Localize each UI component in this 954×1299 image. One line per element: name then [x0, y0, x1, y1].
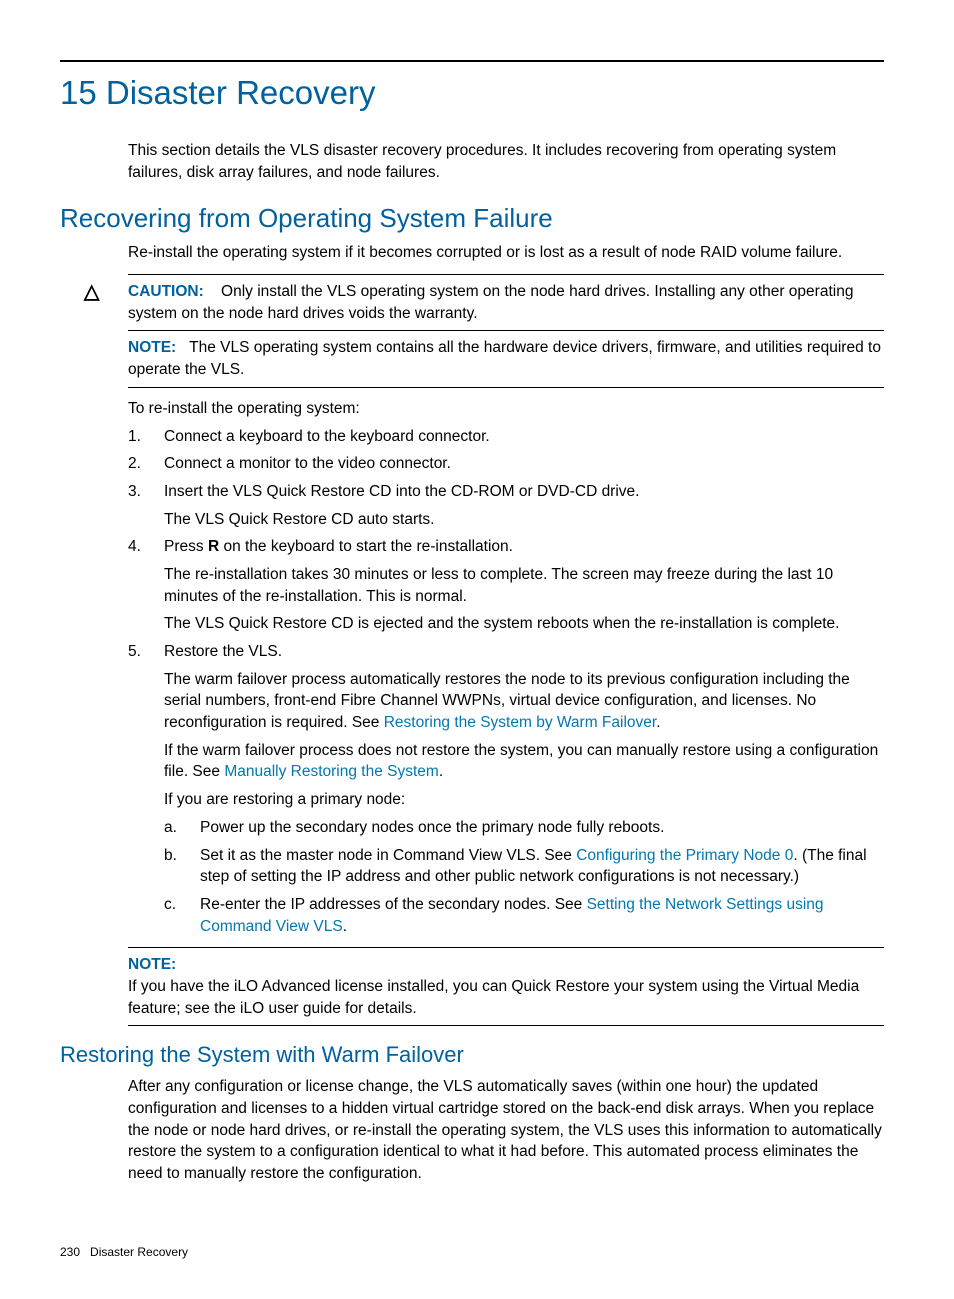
step-5-p1: The warm failover process automatically …	[164, 669, 884, 734]
step-4-p1: The re-installation takes 30 minutes or …	[164, 564, 884, 607]
section2-p1: After any configuration or license chang…	[128, 1076, 884, 1184]
page-footer: 230 Disaster Recovery	[60, 1245, 884, 1259]
note-callout-1: NOTE: The VLS operating system contains …	[128, 331, 884, 387]
substep-b: Set it as the master node in Command Vie…	[164, 845, 884, 888]
note2-text: NOTE: If you have the iLO Advanced licen…	[128, 954, 884, 1019]
note-callout-2: NOTE: If you have the iLO Advanced licen…	[128, 947, 884, 1026]
step-3-sub: The VLS Quick Restore CD auto starts.	[164, 509, 884, 531]
substep-a: Power up the secondary nodes once the pr…	[164, 817, 884, 839]
step-5-p3: If you are restoring a primary node:	[164, 789, 884, 811]
page-number: 230	[60, 1245, 80, 1259]
substep-c-pre: Re-enter the IP addresses of the seconda…	[200, 896, 587, 913]
link-primary-node[interactable]: Configuring the Primary Node 0	[576, 847, 793, 864]
caution-text: CAUTION: Only install the VLS operating …	[128, 281, 884, 324]
caution-body: Only install the VLS operating system on…	[128, 283, 853, 322]
note2-label: NOTE:	[128, 956, 176, 973]
step-4-pre: Press	[164, 538, 208, 555]
step-4-post: on the keyboard to start the re-installa…	[219, 538, 513, 555]
chapter-title: 15 Disaster Recovery	[60, 74, 884, 112]
step-3: Insert the VLS Quick Restore CD into the…	[128, 481, 884, 530]
link-warm-failover[interactable]: Restoring the System by Warm Failover	[384, 714, 656, 731]
step-4-key: R	[208, 538, 219, 555]
step-5-text: Restore the VLS.	[164, 643, 282, 660]
step-5-p2: If the warm failover process does not re…	[164, 740, 884, 783]
caution-icon: △	[84, 279, 99, 304]
step-5-p2-post: .	[439, 763, 443, 780]
substep-c: Re-enter the IP addresses of the seconda…	[164, 894, 884, 937]
steps-lead: To re-install the operating system:	[128, 398, 884, 420]
section1-intro: Re-install the operating system if it be…	[128, 242, 884, 264]
substep-c-post: .	[343, 918, 347, 935]
substep-b-pre: Set it as the master node in Command Vie…	[200, 847, 576, 864]
substep-a-text: Power up the secondary nodes once the pr…	[200, 819, 664, 836]
step-5: Restore the VLS. The warm failover proce…	[128, 641, 884, 937]
note1-label: NOTE:	[128, 339, 176, 356]
note1-body: The VLS operating system contains all th…	[128, 339, 881, 378]
top-rule	[60, 60, 884, 62]
step-1-text: Connect a keyboard to the keyboard conne…	[164, 428, 490, 445]
install-steps: Connect a keyboard to the keyboard conne…	[128, 426, 884, 938]
section-heading-warm-failover: Restoring the System with Warm Failover	[60, 1042, 884, 1068]
note1-text: NOTE: The VLS operating system contains …	[128, 337, 884, 380]
substeps: Power up the secondary nodes once the pr…	[164, 817, 884, 937]
caution-callout: △ CAUTION: Only install the VLS operatin…	[128, 274, 884, 331]
step-3-text: Insert the VLS Quick Restore CD into the…	[164, 483, 639, 500]
step-1: Connect a keyboard to the keyboard conne…	[128, 426, 884, 448]
section-heading-recovering: Recovering from Operating System Failure	[60, 203, 884, 234]
step-4: Press R on the keyboard to start the re-…	[128, 536, 884, 635]
step-2: Connect a monitor to the video connector…	[128, 453, 884, 475]
footer-section: Disaster Recovery	[90, 1245, 188, 1259]
note2-body: If you have the iLO Advanced license ins…	[128, 978, 859, 1017]
step-4-text: Press R on the keyboard to start the re-…	[164, 538, 513, 555]
chapter-intro: This section details the VLS disaster re…	[128, 140, 884, 183]
caution-label: CAUTION:	[128, 283, 204, 300]
step-2-text: Connect a monitor to the video connector…	[164, 455, 451, 472]
step-4-p2: The VLS Quick Restore CD is ejected and …	[164, 613, 884, 635]
link-manual-restore[interactable]: Manually Restoring the System	[224, 763, 439, 780]
step-5-p1-post: .	[656, 714, 660, 731]
